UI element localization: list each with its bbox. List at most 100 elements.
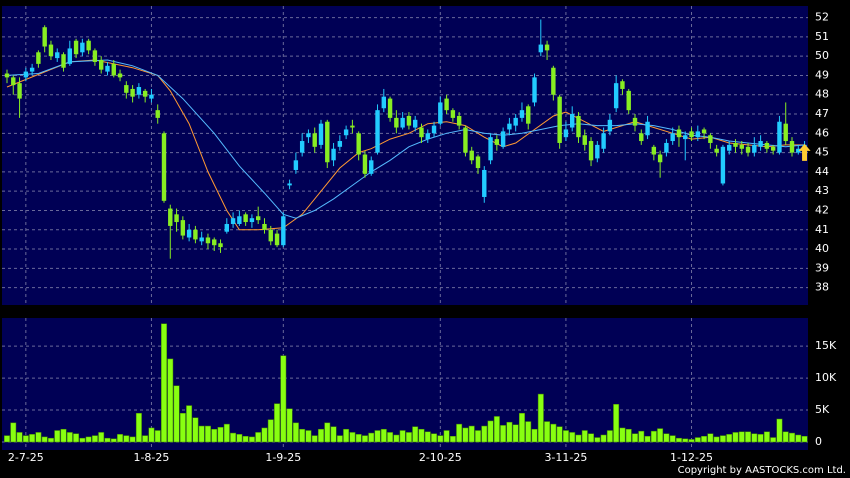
y-tick-label: 38 [815, 281, 829, 294]
candle-body [438, 102, 443, 124]
volume-bar [650, 430, 657, 443]
volume-bar [148, 427, 155, 443]
volume-bar [66, 432, 73, 443]
volume-bar [355, 434, 362, 443]
candle-body [570, 114, 575, 128]
candle-body [142, 90, 148, 97]
candle-body [67, 48, 72, 64]
candle-body [620, 81, 625, 89]
candle-body [237, 216, 242, 224]
volume-bar [274, 403, 280, 443]
candle-body [136, 87, 142, 95]
volume-bar [481, 425, 488, 443]
y-tick-label: 48 [815, 88, 829, 101]
volume-bar [751, 433, 758, 443]
volume-bar [91, 435, 98, 443]
candle-body [243, 214, 248, 223]
volume-bar [22, 435, 29, 443]
candle-body [494, 139, 500, 145]
candle-body [230, 218, 236, 224]
volume-bar [745, 431, 751, 443]
volume-bar [98, 432, 105, 443]
volume-bar [387, 432, 394, 443]
volume-bar [493, 416, 500, 443]
candle-body [413, 119, 418, 128]
volume-bar [519, 412, 525, 443]
candle-body [331, 148, 336, 161]
candle-body [312, 133, 317, 147]
volume-bar [129, 436, 136, 443]
candle-body [268, 229, 273, 242]
volume-bar [60, 428, 67, 443]
candle-body [632, 117, 638, 126]
candle-body [588, 141, 594, 161]
x-tick-label: 1-12-25 [670, 451, 713, 464]
volume-bar [694, 437, 701, 443]
candle-body [463, 127, 468, 153]
candle-body [11, 77, 16, 86]
candle-body [526, 106, 531, 124]
x-tick-label: 2-10-25 [419, 451, 462, 464]
candle-body [161, 133, 167, 201]
volume-bar [117, 434, 123, 443]
volume-bar [336, 435, 343, 443]
volume-bar [682, 438, 689, 443]
candle-body [262, 223, 267, 230]
candle-body [645, 121, 650, 136]
volume-bar [801, 436, 808, 443]
candle-body [758, 141, 763, 147]
candle-body [469, 150, 474, 161]
volume-panel [2, 318, 808, 450]
x-tick-label: 1-8-25 [133, 451, 169, 464]
volume-bar [192, 417, 199, 443]
candle-body [519, 110, 525, 118]
candle-body [450, 110, 456, 118]
candle-body [80, 42, 85, 53]
candle-body [155, 110, 160, 118]
candle-body [199, 237, 204, 242]
volume-bar [330, 426, 337, 443]
volume-bar [449, 436, 456, 443]
candle-body [676, 129, 682, 138]
volume-bar [431, 433, 437, 443]
volume-bar [85, 436, 92, 443]
volume-bar [575, 434, 582, 443]
candle-body [186, 229, 192, 238]
candle-body [299, 141, 305, 153]
candle-body [387, 98, 393, 118]
candle-body [714, 148, 719, 153]
price-panel [2, 6, 808, 305]
volume-bar [669, 435, 676, 443]
volume-bar [292, 422, 299, 443]
candle-body [601, 133, 606, 149]
candle-body [563, 129, 569, 138]
candle-body [613, 83, 619, 109]
candle-body [444, 98, 449, 111]
volume-bar [54, 430, 61, 443]
y-tick-label: 43 [815, 184, 829, 197]
candle-body [639, 133, 644, 142]
volume-bar [506, 421, 513, 443]
volume-bar [726, 434, 733, 443]
volume-bar [48, 437, 54, 443]
volume-bar [757, 434, 764, 443]
volume-bar [324, 422, 331, 443]
candle-body [532, 77, 537, 103]
candle-body [770, 146, 776, 151]
y-tick-label: 42 [815, 203, 829, 216]
volume-bar [562, 430, 569, 443]
candle-body [507, 123, 512, 130]
candle-body [73, 40, 79, 55]
candle-body [670, 133, 675, 142]
candle-body [727, 144, 732, 151]
y-tick-label: 40 [815, 242, 829, 255]
volume-bar [657, 428, 664, 443]
candle-body [17, 83, 22, 99]
candle-body [274, 233, 280, 246]
candle-body [325, 121, 330, 163]
volume-bar [569, 432, 576, 443]
volume-bar [613, 404, 620, 443]
candle-body [168, 208, 173, 226]
volume-bar [600, 434, 607, 443]
volume-bar [544, 421, 551, 443]
